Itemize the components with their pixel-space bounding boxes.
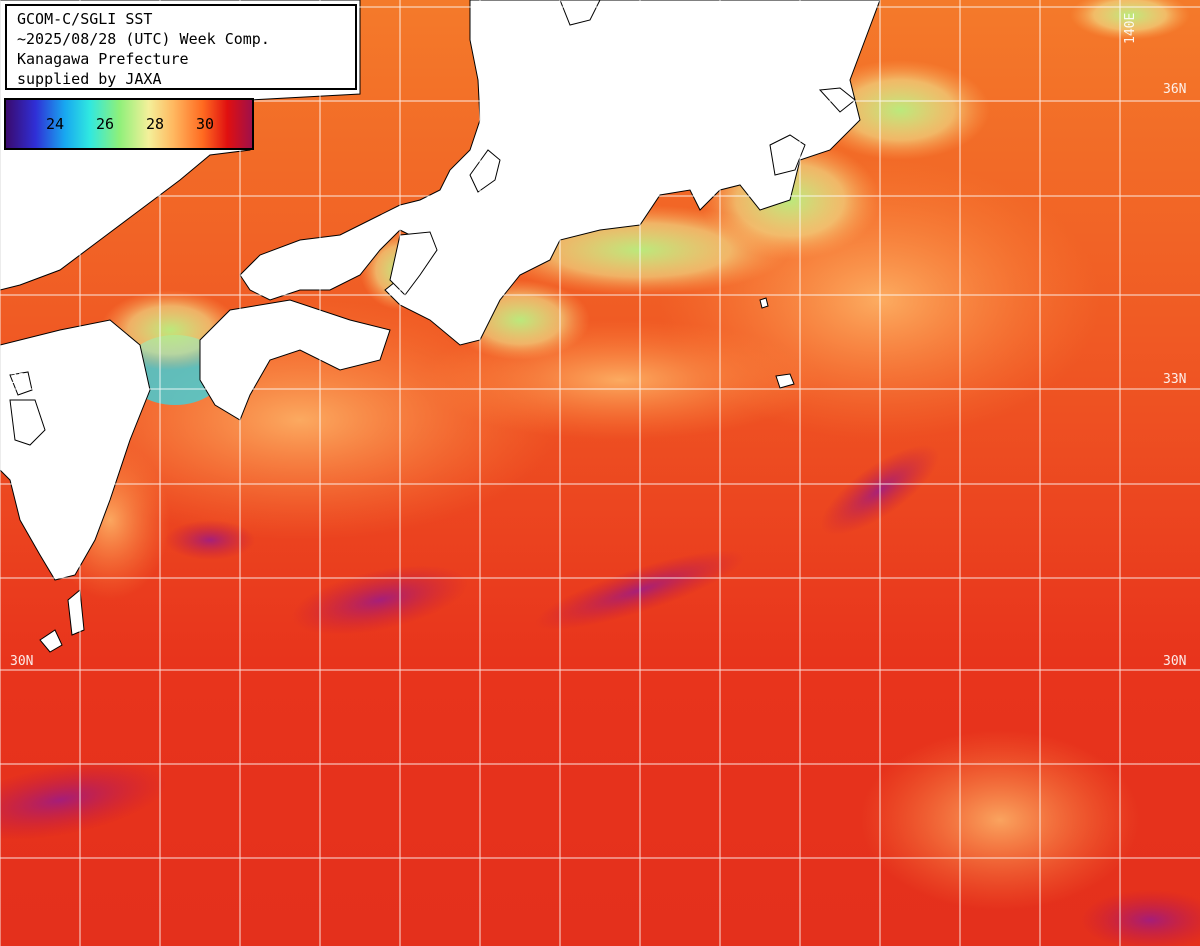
- land-west-peninsula: [9, 399, 46, 446]
- land-tanegashima: [39, 629, 63, 653]
- lat-label-36n: 36N: [1163, 82, 1187, 97]
- land-boso: [818, 87, 856, 113]
- title-line-sensor: GCOM-C/SGLI SST: [17, 10, 153, 28]
- sst-colorbar: 24 26 28 30: [4, 98, 254, 150]
- hot-streak: [165, 520, 255, 560]
- coastal-cool-zone: [1070, 0, 1190, 40]
- colorbar-label-26: 26: [96, 115, 115, 133]
- lat-label-33n: 33N: [1163, 372, 1187, 387]
- land-sado: [469, 149, 501, 193]
- title-line-credit: supplied by JAXA: [17, 70, 162, 88]
- colorbar-label-28: 28: [146, 115, 165, 133]
- coastal-cool-zone: [810, 60, 990, 160]
- land-small-island: [759, 297, 769, 309]
- land-noto: [559, 0, 601, 26]
- lon-label-136e: 136E: [483, 12, 498, 44]
- land-hachijo: [775, 373, 795, 389]
- title-line-area: Kanagawa Prefecture: [17, 50, 189, 68]
- lat-label-30n-left: 30N: [10, 654, 34, 669]
- lat-label-30n-right: 30N: [1163, 654, 1187, 669]
- lon-label-140e: 140E: [1123, 12, 1138, 44]
- lat-label-33-left: 33: [10, 372, 26, 387]
- sst-patch: [860, 730, 1140, 910]
- hot-streak: [291, 565, 469, 635]
- colorbar-label-24: 24: [46, 115, 65, 133]
- land-kii: [389, 231, 438, 296]
- title-box: GCOM-C/SGLI SST ~2025/08/28 (UTC) Week C…: [5, 4, 357, 90]
- colorbar-label-30: 30: [196, 115, 215, 133]
- hot-streak: [0, 760, 169, 840]
- land-kyushu: [0, 319, 151, 581]
- hot-streak: [1080, 890, 1200, 946]
- title-line-date: ~2025/08/28 (UTC) Week Comp.: [17, 30, 270, 48]
